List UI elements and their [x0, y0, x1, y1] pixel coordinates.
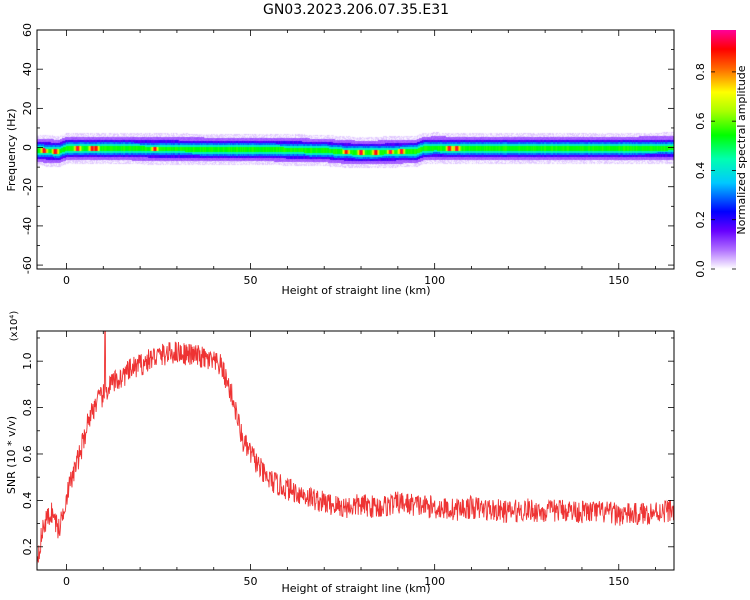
snr-x-axis-label: Height of straight line (km)	[281, 582, 430, 595]
spectrogram-image	[37, 30, 674, 269]
snr-y-tick-label: 1.0	[21, 352, 34, 370]
snr-x-tick-label: 50	[244, 575, 258, 588]
spectrogram-x-axis-label: Height of straight line (km)	[281, 284, 430, 297]
snr-y-axis-label: SNR (10 * v/v)	[5, 416, 18, 494]
spectrogram-panel: 0 50 100 150 -60 -40 -20 0 20 40 60 Height of stra…	[5, 23, 675, 297]
snr-x-tick-label: 0	[63, 575, 70, 588]
snr-x-tick-label: 150	[608, 575, 629, 588]
spectrogram-y-tick-label: -20	[21, 178, 34, 196]
spectrogram-x-ticks: 0 50 100 150 -60 -40 -20 0 20 40 60	[21, 23, 674, 287]
colorbar-tick-label: 0.0	[694, 260, 707, 278]
snr-x-ticks: 0 50 100 150 0.2 0.4 0.6 0.8 1.0	[21, 331, 674, 588]
spectrogram-y-tick-label: -40	[21, 217, 34, 235]
spectrogram-y-tick-label: -60	[21, 256, 34, 274]
snr-y-tick-label: 0.2	[21, 538, 34, 556]
figure-title: GN03.2023.206.07.35.E31	[263, 2, 449, 18]
spectrogram-y-tick-label: 0	[21, 144, 34, 151]
colorbar-label: Normalized spectral amplitude	[735, 65, 748, 234]
snr-series-line	[37, 331, 674, 566]
spectrogram-x-tick-label: 150	[608, 274, 629, 287]
snr-y-tick-label: 0.8	[21, 399, 34, 417]
colorbar-tick-label: 0.8	[694, 63, 707, 81]
spectrogram-y-tick-label: 40	[21, 62, 34, 76]
spectrogram-y-tick-label: 60	[21, 23, 34, 37]
colorbar: 0.0 0.2 0.4 0.6 0.8 Normalized spectral ampl…	[694, 30, 748, 278]
snr-y-multiplier: (x10⁴)	[9, 311, 20, 342]
spectrogram-y-axis-label: Frequency (Hz)	[5, 109, 18, 192]
colorbar-ticks: 0.0 0.2 0.4 0.6 0.8	[694, 63, 736, 278]
snr-y-tick-label: 0.6	[21, 445, 34, 463]
snr-x-tick-label: 100	[424, 575, 445, 588]
spectrogram-y-tick-label: 20	[21, 101, 34, 115]
spectrogram-x-tick-label: 50	[244, 274, 258, 287]
snr-y-tick-label: 0.4	[21, 492, 34, 510]
spectrogram-x-tick-label: 0	[63, 274, 70, 287]
spectrogram-frame	[36, 29, 675, 270]
colorbar-gradient	[711, 30, 736, 269]
snr-panel: 0 50 100 150 0.2 0.4 0.6 0.8 1.0 Height of strai…	[5, 311, 675, 595]
spectrogram-x-tick-label: 100	[424, 274, 445, 287]
colorbar-tick-label: 0.4	[694, 162, 707, 180]
snr-frame	[36, 330, 675, 571]
colorbar-tick-label: 0.6	[694, 112, 707, 130]
colorbar-tick-label: 0.2	[694, 211, 707, 229]
